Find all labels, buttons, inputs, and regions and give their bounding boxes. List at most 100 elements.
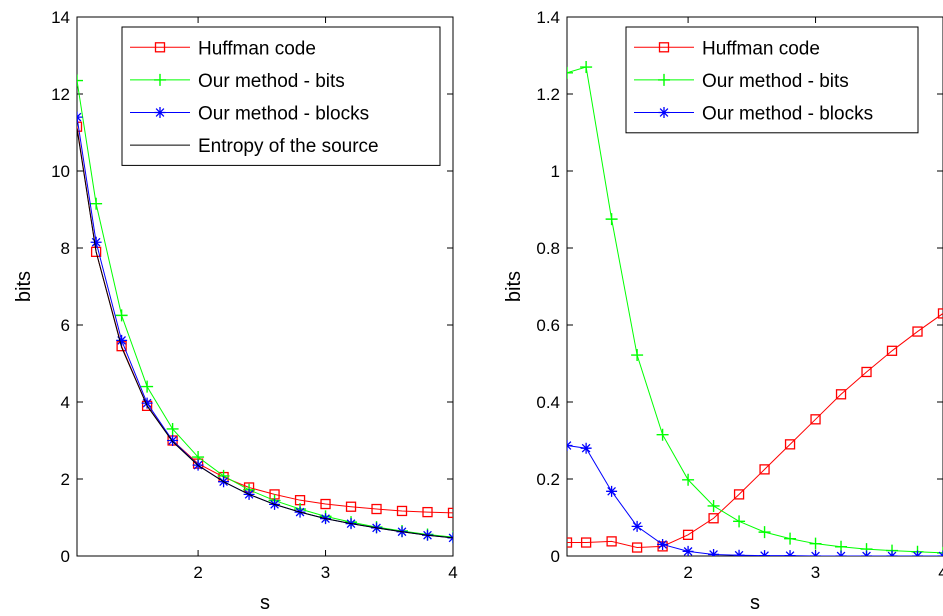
- x-tick-label: 4: [938, 563, 943, 582]
- series-line: [567, 313, 943, 549]
- data-point: [567, 66, 573, 79]
- data-point: [320, 498, 331, 510]
- y-tick-label: 0.6: [536, 316, 560, 335]
- data-point: [759, 464, 770, 475]
- series-line: [77, 126, 453, 514]
- data-point: [115, 309, 128, 322]
- data-point: [886, 345, 898, 356]
- legend-label: Huffman code: [702, 38, 820, 59]
- series-4: [77, 128, 453, 539]
- y-tick-label: 8: [61, 239, 70, 258]
- legend-entry: Entropy of the source: [130, 136, 379, 157]
- data-point: [77, 121, 83, 132]
- y-axis-label-2: bits: [503, 271, 525, 302]
- data-point: [708, 548, 720, 556]
- data-point: [759, 550, 771, 556]
- data-point: [580, 442, 592, 454]
- y-tick-label: 0: [61, 547, 70, 566]
- x-axis-label-1: s: [260, 592, 270, 614]
- data-point: [141, 380, 154, 393]
- y-tick-label: 6: [61, 316, 70, 335]
- x-tick-label: 4: [448, 563, 457, 582]
- data-point: [447, 507, 453, 519]
- legend-label: Our method - bits: [702, 71, 849, 92]
- legend-marker: [658, 73, 670, 86]
- y-tick-label: 0.4: [536, 393, 560, 412]
- data-point: [580, 537, 592, 548]
- legend-label: Our method - bits: [198, 71, 345, 92]
- data-point: [631, 349, 644, 362]
- y-tick-label: 10: [51, 162, 70, 181]
- data-point: [657, 538, 669, 550]
- data-point: [682, 529, 694, 540]
- data-point: [682, 545, 694, 556]
- legend-entry: Our method - bits: [634, 71, 849, 92]
- series-1: [567, 308, 943, 553]
- legend-label: Entropy of the source: [198, 136, 379, 157]
- data-point: [580, 61, 593, 74]
- series-line: [77, 80, 453, 538]
- legend-label: Huffman code: [198, 38, 316, 59]
- plot-area-1: [77, 74, 453, 544]
- data-point: [937, 308, 943, 319]
- data-point: [77, 74, 83, 87]
- data-point: [77, 111, 83, 123]
- series-2: [567, 61, 943, 556]
- data-point: [784, 532, 797, 545]
- data-point: [708, 513, 719, 524]
- data-point: [567, 440, 573, 452]
- series-3: [567, 440, 943, 556]
- data-point: [810, 414, 821, 425]
- y-tick-label: 1.4: [536, 8, 560, 27]
- data-point: [784, 439, 796, 450]
- data-point: [861, 550, 873, 556]
- data-point: [937, 546, 943, 556]
- y-tick-label: 1.2: [536, 85, 560, 104]
- y-axis-2: 0 0.2 0.4 0.6 0.8 1 1.2 1.4: [536, 8, 943, 566]
- y-tick-label: 4: [61, 393, 70, 412]
- legend-entry: Our method - bits: [130, 71, 345, 92]
- data-point: [656, 428, 669, 441]
- y-axis-label-1: bits: [13, 271, 35, 302]
- legend-box: [121, 26, 441, 166]
- y-tick-label: 2: [61, 470, 70, 489]
- legend-entry: Our method - blocks: [130, 104, 369, 125]
- data-point: [835, 550, 847, 556]
- legend-entry: Huffman code: [130, 38, 316, 59]
- data-point: [90, 236, 102, 248]
- plot-area-2: [567, 61, 943, 556]
- series-line: [77, 128, 453, 539]
- data-point: [861, 366, 872, 378]
- y-tick-label: 12: [51, 85, 70, 104]
- data-point: [631, 542, 643, 553]
- data-point: [166, 422, 179, 435]
- data-point: [396, 505, 408, 517]
- data-point: [345, 501, 357, 512]
- x-tick-label: 2: [683, 563, 692, 582]
- chart-panel-2: 0 0.2 0.4 0.6 0.8 1 1.2 1.4 2 3 4 s bits Huffman code…: [503, 8, 943, 614]
- series-line: [77, 117, 453, 539]
- data-point: [912, 326, 923, 337]
- series-3: [77, 111, 453, 544]
- y-tick-label: 14: [51, 8, 70, 27]
- legend-entry: Our method - blocks: [634, 104, 873, 125]
- data-point: [733, 549, 745, 556]
- data-point: [631, 520, 643, 532]
- data-point: [422, 506, 433, 518]
- x-tick-label: 3: [811, 563, 820, 582]
- y-tick-label: 0: [551, 547, 560, 566]
- axes-box-1: [76, 16, 454, 557]
- data-point: [707, 499, 720, 512]
- x-tick-label: 3: [321, 563, 330, 582]
- data-point: [937, 550, 943, 556]
- y-tick-label: 0.2: [536, 470, 560, 489]
- data-point: [733, 489, 745, 500]
- legend-1: Huffman code Our method - bits Our method …: [121, 26, 441, 166]
- data-point: [810, 550, 822, 556]
- legend-label: Our method - blocks: [702, 104, 873, 125]
- data-point: [605, 213, 618, 226]
- data-point: [606, 485, 618, 497]
- series-line: [567, 66, 943, 554]
- data-point: [784, 550, 796, 556]
